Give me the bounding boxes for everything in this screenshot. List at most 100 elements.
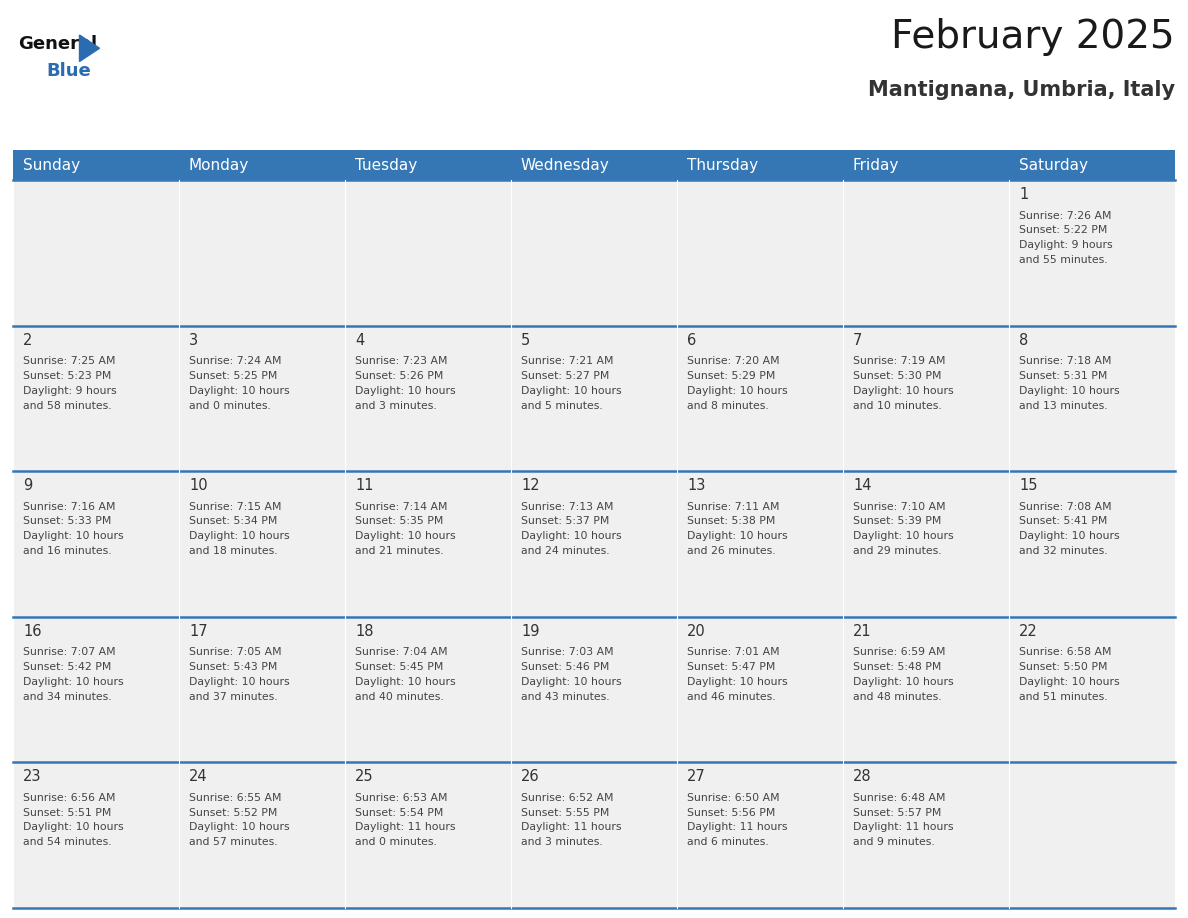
- Text: Sunset: 5:30 PM: Sunset: 5:30 PM: [853, 371, 941, 381]
- Text: Sunrise: 6:59 AM: Sunrise: 6:59 AM: [853, 647, 946, 657]
- Text: Blue: Blue: [46, 62, 90, 80]
- FancyBboxPatch shape: [511, 763, 677, 908]
- Text: Sunrise: 6:56 AM: Sunrise: 6:56 AM: [23, 793, 115, 803]
- Text: Sunrise: 6:58 AM: Sunrise: 6:58 AM: [1019, 647, 1112, 657]
- Text: Daylight: 10 hours: Daylight: 10 hours: [355, 677, 455, 687]
- Text: and 37 minutes.: and 37 minutes.: [189, 691, 278, 701]
- Text: Daylight: 10 hours: Daylight: 10 hours: [1019, 677, 1119, 687]
- FancyBboxPatch shape: [345, 471, 511, 617]
- FancyBboxPatch shape: [13, 180, 179, 326]
- Text: Daylight: 10 hours: Daylight: 10 hours: [189, 532, 290, 542]
- Text: 26: 26: [522, 769, 539, 784]
- FancyBboxPatch shape: [511, 617, 677, 763]
- Text: 14: 14: [853, 478, 872, 493]
- Text: Daylight: 10 hours: Daylight: 10 hours: [687, 532, 788, 542]
- Text: and 6 minutes.: and 6 minutes.: [687, 837, 769, 847]
- Text: Sunset: 5:54 PM: Sunset: 5:54 PM: [355, 808, 443, 818]
- Text: Sunset: 5:37 PM: Sunset: 5:37 PM: [522, 517, 609, 527]
- FancyBboxPatch shape: [179, 150, 345, 180]
- Text: Daylight: 10 hours: Daylight: 10 hours: [23, 677, 124, 687]
- Text: and 40 minutes.: and 40 minutes.: [355, 691, 443, 701]
- Text: Sunrise: 7:19 AM: Sunrise: 7:19 AM: [853, 356, 946, 366]
- FancyBboxPatch shape: [345, 326, 511, 471]
- FancyBboxPatch shape: [677, 180, 843, 326]
- Text: and 3 minutes.: and 3 minutes.: [522, 837, 602, 847]
- Text: Sunset: 5:22 PM: Sunset: 5:22 PM: [1019, 225, 1107, 235]
- Text: and 3 minutes.: and 3 minutes.: [355, 400, 437, 410]
- Text: Daylight: 11 hours: Daylight: 11 hours: [687, 823, 788, 833]
- Text: Sunset: 5:52 PM: Sunset: 5:52 PM: [189, 808, 277, 818]
- Text: 15: 15: [1019, 478, 1037, 493]
- FancyBboxPatch shape: [843, 150, 1009, 180]
- Text: 18: 18: [355, 624, 373, 639]
- Text: Sunrise: 7:14 AM: Sunrise: 7:14 AM: [355, 502, 448, 511]
- Text: Sunrise: 7:18 AM: Sunrise: 7:18 AM: [1019, 356, 1112, 366]
- Text: Sunset: 5:51 PM: Sunset: 5:51 PM: [23, 808, 112, 818]
- Text: Sunset: 5:27 PM: Sunset: 5:27 PM: [522, 371, 609, 381]
- FancyBboxPatch shape: [511, 471, 677, 617]
- Text: and 0 minutes.: and 0 minutes.: [355, 837, 437, 847]
- Text: Daylight: 10 hours: Daylight: 10 hours: [355, 386, 455, 396]
- Text: and 46 minutes.: and 46 minutes.: [687, 691, 776, 701]
- Text: Daylight: 10 hours: Daylight: 10 hours: [1019, 532, 1119, 542]
- Text: Sunrise: 7:08 AM: Sunrise: 7:08 AM: [1019, 502, 1112, 511]
- Text: 24: 24: [189, 769, 208, 784]
- FancyBboxPatch shape: [1009, 617, 1175, 763]
- Text: Sunrise: 7:26 AM: Sunrise: 7:26 AM: [1019, 210, 1112, 220]
- Text: Sunday: Sunday: [23, 158, 80, 173]
- Text: and 58 minutes.: and 58 minutes.: [23, 400, 112, 410]
- FancyBboxPatch shape: [1009, 326, 1175, 471]
- FancyBboxPatch shape: [179, 471, 345, 617]
- Text: Daylight: 11 hours: Daylight: 11 hours: [522, 823, 621, 833]
- Text: Sunrise: 6:52 AM: Sunrise: 6:52 AM: [522, 793, 613, 803]
- Text: Sunset: 5:42 PM: Sunset: 5:42 PM: [23, 662, 112, 672]
- Text: Sunrise: 7:04 AM: Sunrise: 7:04 AM: [355, 647, 448, 657]
- Text: Sunset: 5:23 PM: Sunset: 5:23 PM: [23, 371, 112, 381]
- Text: 4: 4: [355, 332, 365, 348]
- Text: Daylight: 10 hours: Daylight: 10 hours: [189, 386, 290, 396]
- FancyBboxPatch shape: [677, 763, 843, 908]
- Text: 23: 23: [23, 769, 42, 784]
- Text: Sunrise: 7:16 AM: Sunrise: 7:16 AM: [23, 502, 115, 511]
- Text: and 13 minutes.: and 13 minutes.: [1019, 400, 1107, 410]
- Text: and 32 minutes.: and 32 minutes.: [1019, 546, 1107, 556]
- Text: 11: 11: [355, 478, 373, 493]
- Text: Daylight: 10 hours: Daylight: 10 hours: [522, 677, 621, 687]
- FancyBboxPatch shape: [677, 326, 843, 471]
- Text: Sunrise: 6:53 AM: Sunrise: 6:53 AM: [355, 793, 448, 803]
- Text: Sunrise: 6:50 AM: Sunrise: 6:50 AM: [687, 793, 779, 803]
- Text: 20: 20: [687, 624, 706, 639]
- Text: Sunset: 5:46 PM: Sunset: 5:46 PM: [522, 662, 609, 672]
- Text: and 18 minutes.: and 18 minutes.: [189, 546, 278, 556]
- Text: Daylight: 10 hours: Daylight: 10 hours: [1019, 386, 1119, 396]
- Text: Daylight: 10 hours: Daylight: 10 hours: [355, 532, 455, 542]
- Text: and 34 minutes.: and 34 minutes.: [23, 691, 112, 701]
- Text: and 43 minutes.: and 43 minutes.: [522, 691, 609, 701]
- FancyBboxPatch shape: [345, 763, 511, 908]
- FancyBboxPatch shape: [843, 763, 1009, 908]
- FancyBboxPatch shape: [13, 326, 179, 471]
- Text: Daylight: 10 hours: Daylight: 10 hours: [853, 386, 954, 396]
- FancyBboxPatch shape: [1009, 150, 1175, 180]
- Text: 9: 9: [23, 478, 32, 493]
- Text: Daylight: 10 hours: Daylight: 10 hours: [853, 532, 954, 542]
- Text: Sunrise: 7:11 AM: Sunrise: 7:11 AM: [687, 502, 779, 511]
- Text: Sunset: 5:25 PM: Sunset: 5:25 PM: [189, 371, 277, 381]
- FancyBboxPatch shape: [345, 150, 511, 180]
- Text: 25: 25: [355, 769, 373, 784]
- Text: Daylight: 10 hours: Daylight: 10 hours: [189, 823, 290, 833]
- Text: 12: 12: [522, 478, 539, 493]
- Text: Daylight: 10 hours: Daylight: 10 hours: [853, 677, 954, 687]
- Text: Sunrise: 7:25 AM: Sunrise: 7:25 AM: [23, 356, 115, 366]
- Text: Sunset: 5:47 PM: Sunset: 5:47 PM: [687, 662, 776, 672]
- FancyBboxPatch shape: [1009, 471, 1175, 617]
- FancyBboxPatch shape: [13, 763, 179, 908]
- Text: Thursday: Thursday: [687, 158, 758, 173]
- Text: 2: 2: [23, 332, 32, 348]
- FancyBboxPatch shape: [179, 763, 345, 908]
- Text: Friday: Friday: [853, 158, 899, 173]
- Text: Tuesday: Tuesday: [355, 158, 417, 173]
- Text: Sunset: 5:43 PM: Sunset: 5:43 PM: [189, 662, 277, 672]
- Text: and 21 minutes.: and 21 minutes.: [355, 546, 443, 556]
- Text: 10: 10: [189, 478, 208, 493]
